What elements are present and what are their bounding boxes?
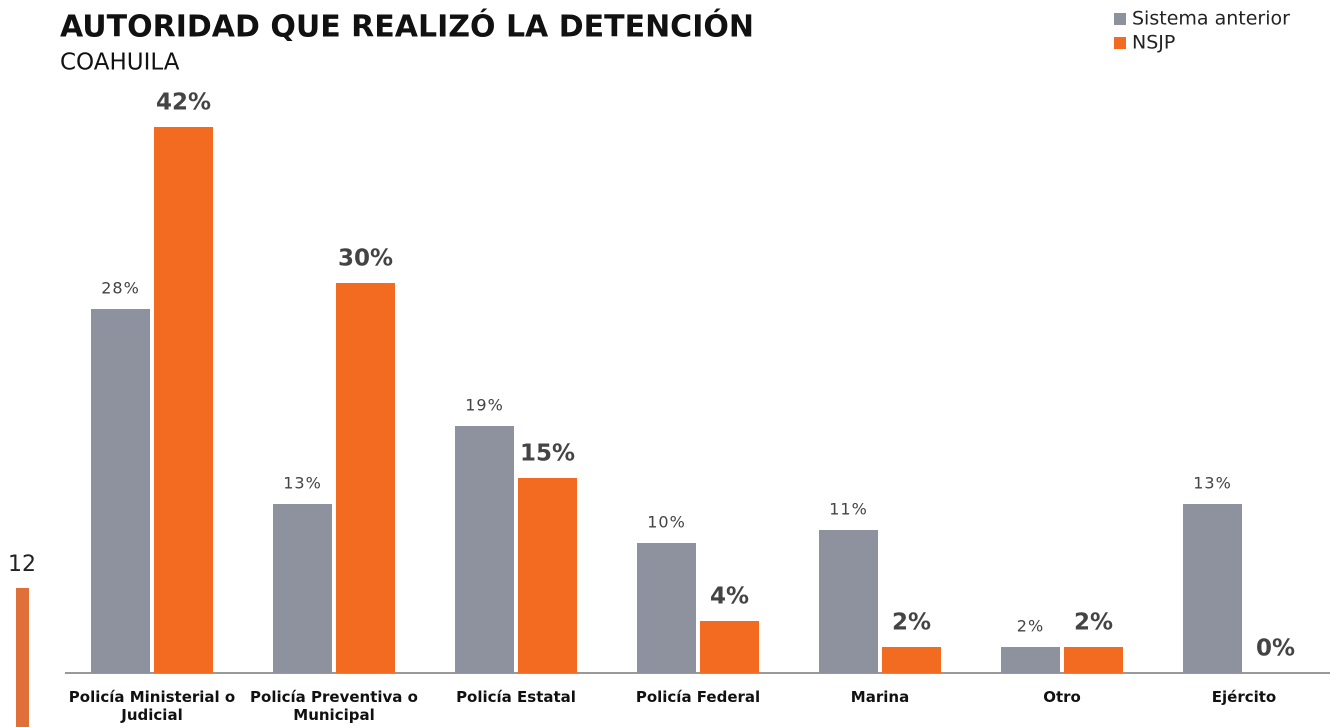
legend-swatch	[1114, 37, 1126, 49]
bar	[518, 478, 577, 673]
x-tick-label: Marina	[850, 688, 910, 706]
data-label: 42%	[156, 90, 211, 116]
bar	[154, 127, 213, 673]
x-tick-label: Policía Federal	[635, 688, 761, 706]
bar	[1001, 647, 1060, 673]
x-tick-label: Ejército	[1211, 688, 1277, 706]
x-tick-label: Policía Estatal	[456, 688, 576, 706]
data-label: 2%	[1017, 617, 1044, 636]
data-label: 30%	[338, 246, 393, 272]
legend-label: Sistema anterior	[1132, 8, 1290, 30]
bar	[819, 530, 878, 673]
data-label: 11%	[829, 500, 868, 519]
bar	[700, 621, 759, 673]
bar	[637, 543, 696, 673]
page-decoration	[16, 588, 29, 727]
data-label: 2%	[892, 610, 931, 636]
data-label: 10%	[647, 513, 686, 532]
bar	[882, 647, 941, 673]
legend-label: NSJP	[1132, 32, 1175, 54]
bar	[336, 283, 395, 673]
chart-title: AUTORIDAD QUE REALIZÓ LA DETENCIÓN	[60, 8, 754, 45]
data-label: 15%	[520, 441, 575, 467]
data-label: 13%	[283, 474, 322, 493]
bar	[1183, 504, 1242, 673]
legend-swatch	[1114, 13, 1126, 25]
chart-subtitle: COAHUILA	[60, 50, 180, 76]
bar	[455, 426, 514, 673]
bar	[273, 504, 332, 673]
x-tick-label: Otro	[1043, 688, 1081, 706]
data-label: 28%	[101, 279, 140, 298]
data-label: 2%	[1074, 610, 1113, 636]
x-tick-label: Policía Ministerial o Judicial	[68, 688, 236, 724]
bar	[91, 309, 150, 673]
data-label: 19%	[465, 396, 504, 415]
data-label: 4%	[710, 584, 749, 610]
data-label: 13%	[1193, 474, 1232, 493]
bar	[1064, 647, 1123, 673]
page-number: 12	[8, 552, 36, 577]
x-tick-label: Policía Preventiva o Municipal	[250, 688, 418, 724]
data-label: 0%	[1256, 636, 1295, 662]
